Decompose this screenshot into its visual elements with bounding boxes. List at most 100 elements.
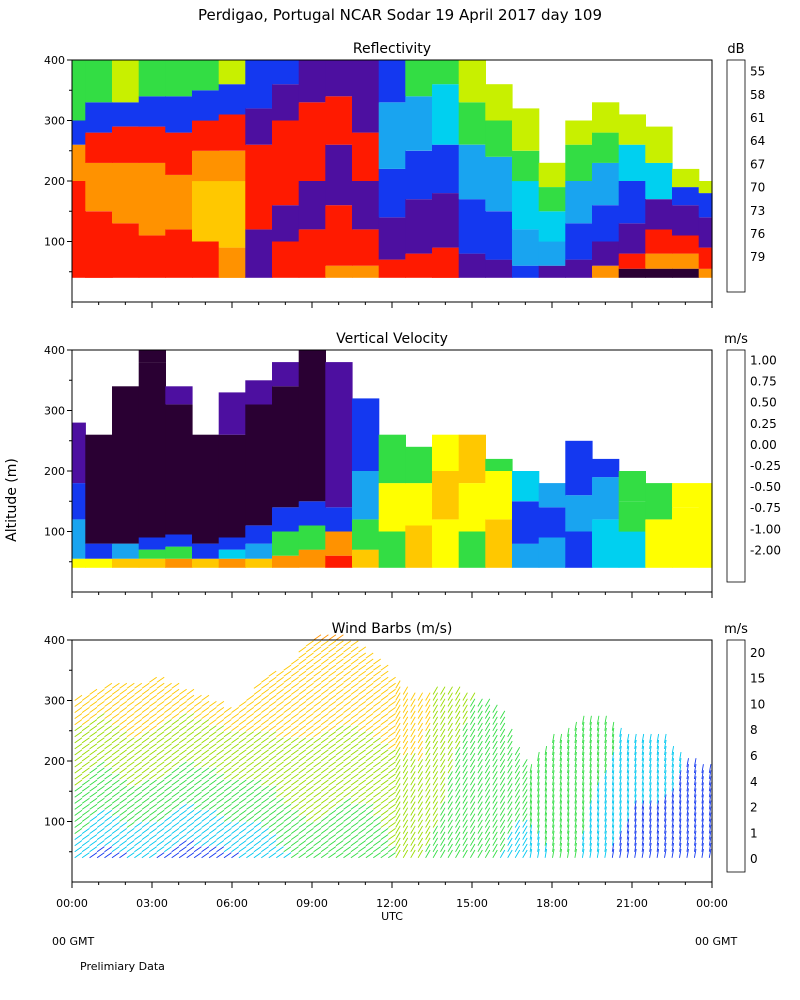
wind-barb-385 <box>171 779 180 786</box>
wind-barb-71 <box>89 749 98 756</box>
wind-barb-451 <box>186 725 195 732</box>
wind-barb-1909 <box>581 800 585 810</box>
wind-barb-873 <box>298 731 307 738</box>
wind-barb-5 <box>74 822 83 828</box>
wind-barb-1198 <box>365 737 374 744</box>
wind-barb-1634 <box>477 716 483 725</box>
wind-barb-488 <box>201 834 210 840</box>
wind-barb-1670 <box>492 813 498 822</box>
wind-barb-355 <box>164 785 172 792</box>
wind-barb-1597 <box>470 777 476 786</box>
wind-barb-585 <box>223 725 232 732</box>
wind-barb-1887 <box>574 800 577 810</box>
wind-barb-1174 <box>358 670 367 677</box>
wind-barb-234 <box>134 803 143 810</box>
gmt-right-label: 00 GMT <box>695 935 738 948</box>
wind-barb-1090 <box>343 743 352 750</box>
wind-barb-1373 <box>410 801 416 810</box>
wind-barb-1055 <box>335 731 344 738</box>
wind-barb-1854 <box>559 752 563 762</box>
wind-barb-1609 <box>470 704 476 713</box>
wind-barb-2207 <box>693 848 697 858</box>
data-cell-16-4 <box>485 84 513 121</box>
data-cell-22-1 <box>645 483 673 520</box>
wind-barb-187 <box>119 737 128 744</box>
wind-barb-1406 <box>417 765 423 774</box>
wind-barb-1453 <box>432 807 438 816</box>
reflectivity-units: dB <box>727 42 744 57</box>
wind-barb-725 <box>261 676 269 683</box>
data-cell-1-3 <box>85 102 113 133</box>
wind-barb-336 <box>156 719 165 726</box>
wind-barb-1034 <box>328 634 337 641</box>
wind-barb-1537 <box>455 807 461 816</box>
wind-barb-554 <box>216 755 225 762</box>
wind-barb-2252 <box>708 764 712 774</box>
wind-barb-1059 <box>335 707 344 713</box>
wind-barb-789 <box>283 846 292 853</box>
wind-barb-1846 <box>559 800 563 810</box>
data-cell-20-1 <box>592 241 620 266</box>
colorbar-label-0.75: 0.75 <box>750 375 777 389</box>
wind-barb-1101 <box>343 676 352 683</box>
data-cell-20-0 <box>592 519 620 568</box>
wind-barb-55 <box>89 846 98 853</box>
wind-barb-1702 <box>499 771 506 780</box>
wind-barb-200 <box>126 834 135 840</box>
wind-barb-498 <box>201 773 210 780</box>
wind-barb-395 <box>171 719 180 726</box>
wind-barb-907 <box>305 737 314 744</box>
wind-barb-1397 <box>417 819 423 828</box>
data-cell-23-5 <box>672 168 700 188</box>
wind-barb-770 <box>276 773 284 780</box>
wind-barb-493 <box>201 803 210 810</box>
wind-barb-845 <box>290 701 299 707</box>
wind-barb-1199 <box>365 731 374 738</box>
wind-barb-485 <box>201 852 210 859</box>
wind-barb-2013 <box>611 727 615 737</box>
wind-barb-1551 <box>455 722 461 732</box>
wind-barb-1941 <box>589 746 592 756</box>
wind-barb-1053 <box>335 743 344 750</box>
wind-barb-1829 <box>552 782 555 792</box>
wind-barb-471 <box>193 773 202 780</box>
wind-barb-346 <box>164 840 172 847</box>
wind-barb-1856 <box>559 739 563 749</box>
wind-barb-1428 <box>425 795 431 804</box>
wind-barb-1213 <box>373 852 381 859</box>
wind-barb-1722 <box>507 795 513 804</box>
wind-barb-617 <box>238 834 247 840</box>
wind-barb-430 <box>186 852 195 859</box>
wind-barb-402 <box>178 852 187 859</box>
wind-barb-382 <box>171 797 180 804</box>
wind-barb-1480 <box>440 813 446 822</box>
wind-barb-911 <box>305 713 314 719</box>
wind-barb-1757 <box>522 819 528 828</box>
wind-barb-81 <box>89 688 98 695</box>
wind-barb-1175 <box>358 664 367 671</box>
wind-barb-1127 <box>350 737 359 744</box>
wind-barb-630 <box>238 755 247 762</box>
wind-barb-1249 <box>380 834 389 840</box>
data-cell-4-4 <box>165 386 193 405</box>
wind-barb-1641 <box>484 831 491 840</box>
wind-barb-977 <box>320 755 329 762</box>
wind-barb-1795 <box>537 776 540 786</box>
wind-barb-970 <box>320 797 329 804</box>
wind-barb-2069 <box>634 770 637 780</box>
wind-barb-199 <box>126 840 135 847</box>
wind-barb-1998 <box>611 818 615 828</box>
wind-barb-23 <box>74 713 83 719</box>
wind-barb-11 <box>74 785 83 792</box>
wind-barb-1683 <box>492 734 498 744</box>
wind-barb-1319 <box>395 783 401 792</box>
wind-barb-1919 <box>581 739 585 749</box>
wind-barb-1773 <box>529 818 533 828</box>
wind-barb-564 <box>223 852 232 859</box>
wind-barb-1665 <box>492 843 498 853</box>
wind-barb-366 <box>164 719 172 726</box>
wind-barb-1070 <box>335 640 344 647</box>
wind-barb-257 <box>141 840 150 847</box>
wind-barb-51 <box>81 707 90 713</box>
wind-barb-1844 <box>559 812 563 822</box>
